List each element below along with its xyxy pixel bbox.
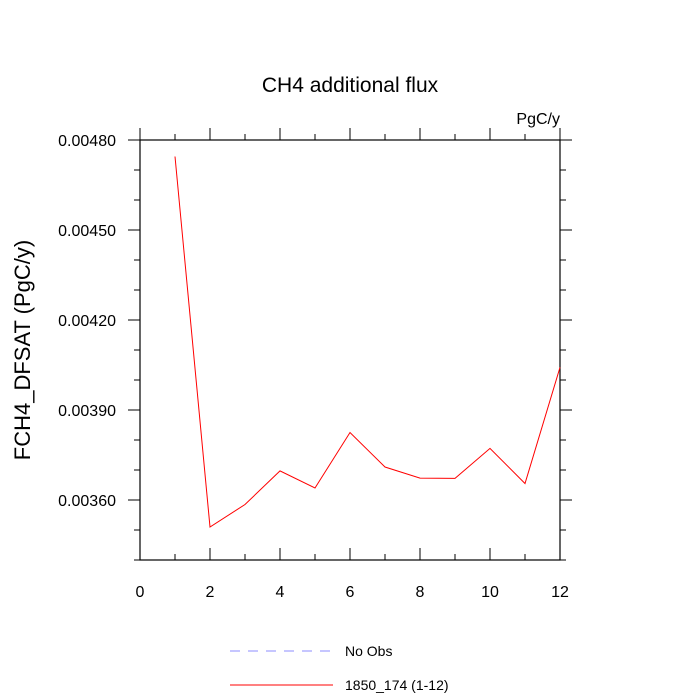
legend-label: No Obs [345, 643, 392, 659]
x-tick-label: 0 [136, 584, 145, 601]
x-tick-label: 6 [346, 584, 355, 601]
y-tick-label: 0.00390 [58, 403, 116, 420]
chart-title: CH4 additional flux [262, 74, 439, 97]
y-tick-label: 0.00450 [58, 223, 116, 240]
axis-ticks [128, 128, 572, 561]
legend: No Obs 1850_174 (1-12) [230, 643, 449, 693]
series-line [174, 156, 561, 528]
x-tick-label: 4 [276, 584, 285, 601]
x-tick-label: 12 [551, 584, 569, 601]
y-axis-label: FCH4_DFSAT (PgC/y) [10, 240, 35, 460]
y-tick-labels: 0.00360 0.00390 0.00420 0.00450 0.00480 [58, 133, 116, 510]
plot-frame [139, 139, 561, 561]
series-lines [174, 156, 561, 528]
y-tick-label: 0.00360 [58, 493, 116, 510]
y-tick-label: 0.00420 [58, 313, 116, 330]
x-tick-labels: 0 2 4 6 8 10 12 [136, 584, 569, 601]
x-tick-label: 8 [416, 584, 425, 601]
units-label: PgC/y [516, 111, 560, 128]
legend-label: 1850_174 (1-12) [345, 677, 449, 693]
y-tick-label: 0.00480 [58, 133, 116, 150]
x-tick-label: 2 [206, 584, 215, 601]
x-tick-label: 10 [481, 584, 499, 601]
